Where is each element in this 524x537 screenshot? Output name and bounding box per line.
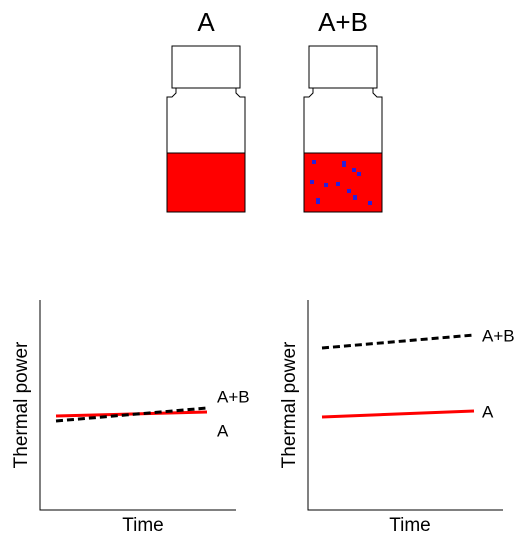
x-label: Time (122, 515, 164, 536)
liquid (166, 152, 246, 213)
series-label: A (217, 421, 229, 440)
vial-label: A+B (318, 7, 368, 37)
axes (39, 300, 236, 511)
y-label: Thermal power (11, 341, 32, 468)
plot-right: Thermal power Time A+B A (279, 300, 515, 536)
series-label: A+B (217, 387, 250, 406)
vial-cap (308, 45, 378, 89)
series-label: A+B (482, 326, 515, 345)
particles (310, 160, 372, 205)
line-a (321, 409, 475, 419)
series-label: A (482, 402, 494, 421)
vial-cap (171, 45, 241, 89)
line-ab (55, 406, 208, 423)
line-a (55, 410, 208, 418)
line-ab (321, 333, 475, 350)
vial-label: A (197, 7, 215, 37)
y-label: Thermal power (279, 341, 300, 468)
axes (307, 300, 503, 511)
plot-left: Thermal power Time A+B A (11, 300, 250, 536)
vial-a (166, 45, 246, 213)
x-label: Time (389, 515, 431, 536)
vial-b (303, 45, 383, 213)
